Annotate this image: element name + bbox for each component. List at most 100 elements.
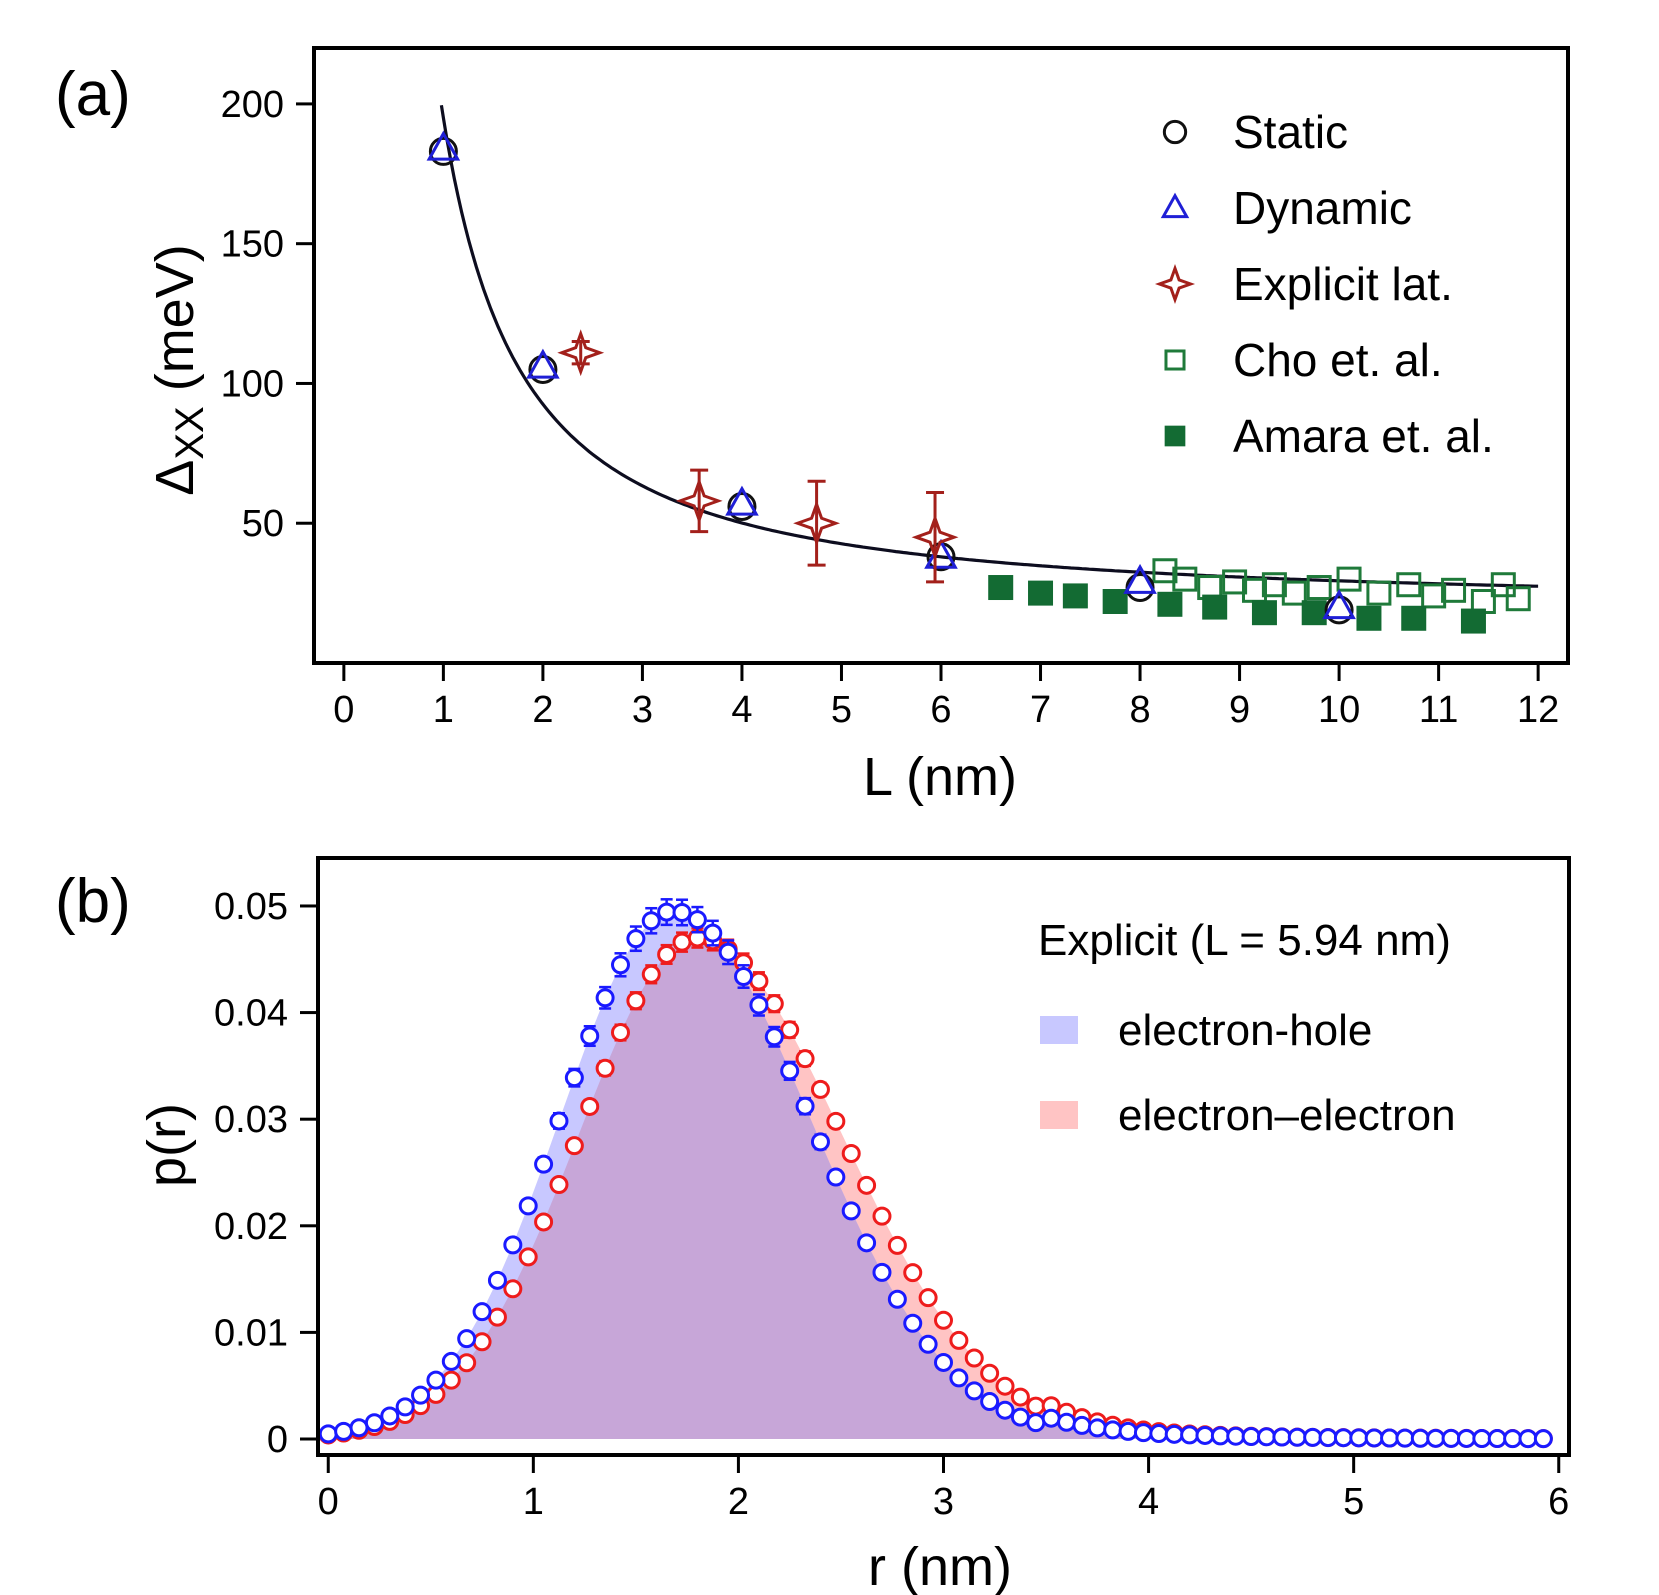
panel-a-y-tick-label: 50 (242, 503, 284, 545)
panel-b-point-electron-hole (1472, 1429, 1492, 1449)
panel-b-point-electron-hole (1010, 1407, 1030, 1427)
panel-b-point-electron-electron (672, 932, 692, 952)
panel-a-x-tick-label: 2 (532, 689, 553, 731)
panel-b-point-electron-electron (964, 1348, 984, 1368)
panel-a-point-explicit-lat (793, 499, 841, 547)
panel-a-point-cho-et-al (1281, 580, 1307, 606)
panel-b-point-electron-hole (1380, 1428, 1400, 1448)
panel-b-legend-swatch (1040, 1016, 1078, 1044)
panel-b-point-electron-electron (934, 1310, 953, 1330)
panel-a-x-tick-label: 3 (632, 689, 653, 731)
panel-a-point-cho-et-al (1172, 566, 1198, 592)
panel-b-point-electron-electron (503, 1279, 523, 1299)
panel-a-point-cho-et-al (1421, 583, 1447, 609)
panel-a-point-amara-et-al (1251, 600, 1277, 626)
panel-b-legend-swatch (1040, 1101, 1078, 1129)
panel-b-point-electron-electron (441, 1370, 461, 1390)
panel-a-legend-marker (1160, 192, 1190, 219)
panel-a-point-explicit-lat (557, 329, 605, 377)
panel-a-x-tick-label: 0 (333, 689, 354, 731)
panel-a-legend-marker (1164, 349, 1186, 371)
panel-a-point-amara-et-al (1157, 591, 1183, 617)
panel-b-point-electron-hole (764, 1027, 784, 1047)
panel-a-point-amara-et-al (1028, 580, 1054, 606)
panel-b-point-electron-hole (626, 929, 646, 949)
panel-b-point-electron-hole (1303, 1427, 1323, 1447)
panel-b-x-tick-label: 0 (318, 1481, 339, 1523)
panel-b-point-electron-electron (826, 1111, 846, 1131)
panel-b-point-electron-hole (457, 1329, 477, 1349)
panel-b-point-electron-electron (580, 1096, 600, 1116)
panel-a-point-dynamic (1322, 589, 1356, 620)
panel-b-point-electron-hole (657, 902, 677, 922)
panel-a-point-amara-et-al (1062, 583, 1088, 609)
panel-b-legend-title: Explicit (L = 5.94 nm) (1038, 916, 1451, 965)
panel-a-point-amara-et-al (1102, 589, 1128, 614)
panel-b-point-electron-hole (1349, 1428, 1369, 1448)
panel-a-point-cho-et-al (1261, 572, 1287, 598)
panel-a-label: (a) (55, 60, 131, 129)
panel-b-point-electron-hole (1133, 1423, 1153, 1443)
panel-b-point-electron-electron (841, 1144, 861, 1164)
panel-b-y-tick-label: 0.03 (214, 1099, 288, 1141)
panel-b-legend: Explicit (L = 5.94 nm) electron-hole elect… (1038, 916, 1456, 1140)
panel-b-point-electron-hole (918, 1334, 938, 1354)
panel-b-x-tick-label: 4 (1138, 1481, 1159, 1523)
panel-a-point-static (1324, 595, 1354, 625)
panel-b-point-electron-electron (1026, 1396, 1046, 1416)
panel-b-point-electron-hole (595, 988, 615, 1008)
panel-b-point-electron-hole (1195, 1425, 1215, 1445)
panel-b-point-electron-hole (795, 1096, 815, 1116)
panel-b-point-electron-hole (518, 1196, 538, 1216)
panel-b-point-electron-electron (487, 1307, 507, 1327)
panel-b-point-electron-hole (318, 1424, 338, 1444)
panel-a-point-cho-et-al (1222, 569, 1248, 595)
panel-b-y-tick-label: 0.01 (214, 1312, 288, 1354)
panel-b-point-electron-hole (1287, 1427, 1307, 1447)
panel-b-point-electron-hole (564, 1068, 584, 1088)
panel-a-point-amara-et-al (1401, 605, 1427, 631)
panel-b-point-electron-hole (749, 995, 769, 1015)
panel-a-y-tick-label: 100 (221, 363, 284, 405)
panel-b-point-electron-hole (487, 1270, 507, 1290)
panel-a-point-cho-et-al (1336, 566, 1362, 592)
panel-b-point-electron-electron (1010, 1387, 1030, 1407)
panel-a-x-tick-label: 1 (433, 689, 454, 731)
panel-b-point-electron-hole (1103, 1420, 1123, 1440)
panel-a-point-static (428, 136, 458, 166)
panel-b-y-tick-label: 0.05 (214, 886, 288, 928)
panel-b-point-electron-hole (1226, 1426, 1246, 1446)
panel-b-point-electron-hole (380, 1406, 400, 1426)
panel-a-legend: Static Dynamic Explicit lat. Cho et. al. Ama… (1154, 106, 1494, 462)
panel-a-legend-marker (1154, 263, 1196, 305)
panel-b-point-electron-hole (703, 923, 723, 943)
panel-a-point-explicit-lat (911, 513, 959, 561)
panel-b-frame (316, 856, 1571, 1457)
panel-a-point-cho-et-al (1152, 558, 1178, 584)
panel-b-point-electron-hole (1441, 1428, 1461, 1448)
panel-a-point-amara-et-al (1301, 600, 1327, 626)
panel-b-point-electron-hole (1180, 1425, 1200, 1445)
panel-a-legend-label: Amara et. al. (1233, 410, 1494, 462)
panel-b-point-electron-hole (949, 1368, 969, 1388)
panel-b-y-axis-label: p(r) (137, 1103, 197, 1187)
panel-b-label: (b) (55, 867, 131, 936)
panel-b-y-tick-label: 0.02 (214, 1206, 288, 1248)
panel-a-point-amara-et-al (1460, 608, 1486, 634)
panel-b-point-electron-hole (1041, 1408, 1061, 1428)
panel-b-point-electron-hole (934, 1352, 953, 1372)
panel-a-point-cho-et-al (1505, 586, 1531, 612)
panel-b-point-electron-electron (534, 1212, 554, 1232)
panel-a-point-cho-et-al (1396, 572, 1422, 598)
panel-b-point-electron-hole (1487, 1429, 1507, 1449)
panel-b-x-tick-label: 3 (933, 1481, 954, 1523)
panel-a-x-tick-label: 5 (831, 689, 852, 731)
panel-b-point-electron-hole (718, 942, 738, 962)
panel-a-y-tick-label: 200 (221, 84, 284, 126)
panel-b-point-electron-electron (518, 1247, 538, 1267)
panel-a-x-tick-label: 11 (1419, 689, 1458, 731)
panel-b-point-electron-hole (1149, 1424, 1169, 1444)
